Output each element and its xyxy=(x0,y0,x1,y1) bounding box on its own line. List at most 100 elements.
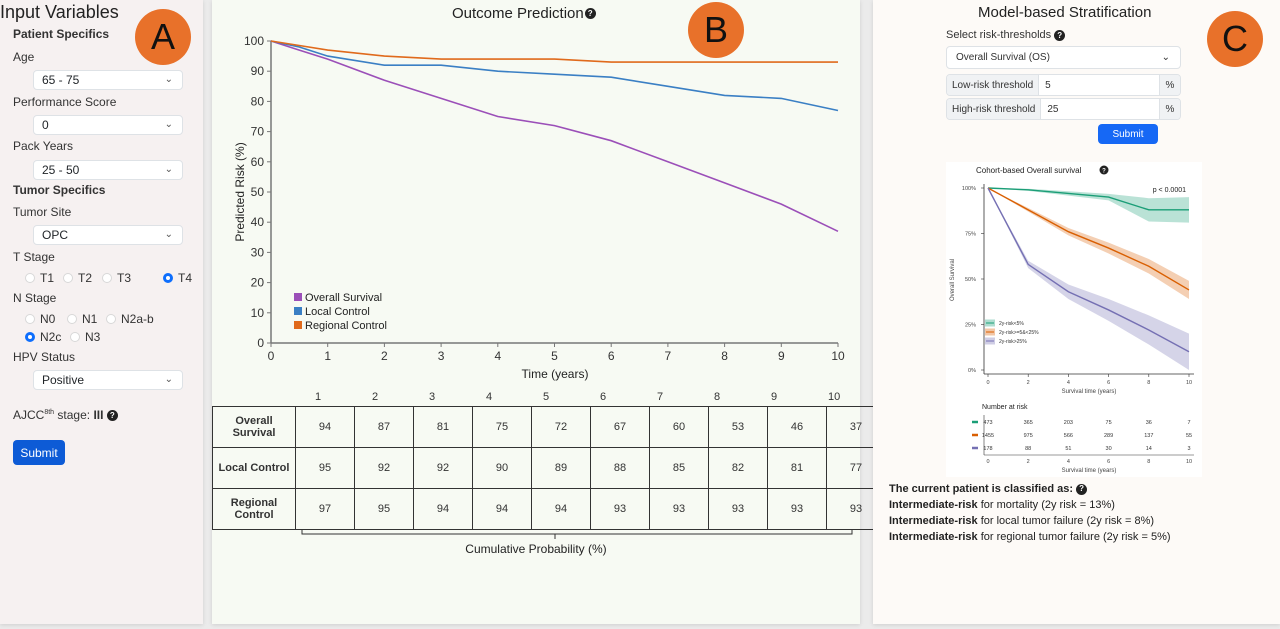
radio-n3[interactable]: N3 xyxy=(70,330,100,344)
radio-t1[interactable]: T1 xyxy=(25,271,54,285)
table-cell: 67 xyxy=(590,406,650,448)
help-icon[interactable]: ? xyxy=(1054,29,1066,41)
table-cell: 89 xyxy=(531,447,591,489)
radio-circle[interactable] xyxy=(25,332,35,342)
series-line-overall-survival xyxy=(270,40,839,233)
radio-circle[interactable] xyxy=(106,314,116,324)
km-curve xyxy=(987,187,1190,291)
km-plot-container: Cohort-based Overall survival? p < 0.0001… xyxy=(946,162,1202,477)
risk-count: 473 xyxy=(983,420,992,426)
risk-table-x-tick-label: 4 xyxy=(1067,459,1070,465)
age-select[interactable]: 65 - 75 ⌄ xyxy=(33,70,183,90)
panel-title: Input Variables xyxy=(0,2,119,22)
help-icon[interactable]: ? xyxy=(1099,165,1109,175)
pack-years-label: Pack Years xyxy=(13,139,74,153)
km-y-tick-label: 50% xyxy=(965,277,976,283)
risk-level: Intermediate-risk xyxy=(889,515,978,527)
risk-table-x-label: Survival time (years) xyxy=(1062,468,1117,474)
y-tick-label: 90 xyxy=(251,64,265,78)
series-line-local-control xyxy=(270,40,839,112)
n-stage-label: N Stage xyxy=(13,291,57,305)
y-tick-label: 40 xyxy=(251,215,265,229)
km-legend-label: 2y-risk<5% xyxy=(999,321,1024,327)
risk-level: Intermediate-risk xyxy=(889,531,978,543)
table-cell: 85 xyxy=(649,447,709,489)
tumor-site-label: Tumor Site xyxy=(13,205,72,219)
percent-suffix: % xyxy=(1159,99,1180,119)
ajcc-stage-value: III xyxy=(93,408,104,422)
risk-count: 75 xyxy=(1106,420,1112,426)
risk-table-x-tick-label: 0 xyxy=(986,459,989,465)
percent-suffix: % xyxy=(1159,75,1180,95)
radio-circle[interactable] xyxy=(63,273,73,283)
endpoint-select[interactable]: Overall Survival (OS) ⌄ xyxy=(946,46,1181,69)
radio-n2a-b[interactable]: N2a-b xyxy=(106,312,154,326)
hpv-status-select[interactable]: Positive ⌄ xyxy=(33,370,183,390)
table-cell: 95 xyxy=(295,447,355,489)
low-risk-input[interactable]: 5 xyxy=(1045,79,1051,91)
column-header: 7 xyxy=(657,391,664,403)
threshold-submit-button[interactable]: Submit xyxy=(1098,124,1158,144)
km-x-tick-label: 8 xyxy=(1147,380,1150,386)
high-risk-input[interactable]: 25 xyxy=(1047,103,1059,115)
table-cell: 75 xyxy=(472,406,532,448)
risk-count: 3 xyxy=(1187,446,1190,452)
radio-circle[interactable] xyxy=(25,273,35,283)
x-tick-label: 8 xyxy=(721,349,728,363)
pack-years-select[interactable]: 25 - 50 ⌄ xyxy=(33,160,183,180)
chevron-down-icon: ⌄ xyxy=(164,119,173,130)
x-tick-label: 7 xyxy=(665,349,672,363)
radio-n1[interactable]: N1 xyxy=(67,312,97,326)
radio-n0[interactable]: N0 xyxy=(25,312,55,326)
risk-count: 55 xyxy=(1186,433,1192,439)
tumor-site-select[interactable]: OPC ⌄ xyxy=(33,225,183,245)
radio-label: N1 xyxy=(82,312,98,326)
submit-button[interactable]: Submit xyxy=(13,440,65,465)
x-tick-label: 2 xyxy=(381,349,388,363)
column-header: 4 xyxy=(486,391,493,403)
hpv-status-value: Positive xyxy=(42,373,85,387)
legend-swatch xyxy=(294,321,302,329)
radio-n2c[interactable]: N2c xyxy=(25,330,61,344)
column-header: 8 xyxy=(714,391,721,403)
chevron-down-icon: ⌄ xyxy=(164,229,173,240)
chevron-down-icon: ⌄ xyxy=(1161,52,1170,63)
risk-level: Intermediate-risk xyxy=(889,499,978,511)
km-title: Cohort-based Overall survival xyxy=(976,166,1082,175)
column-header: 1 xyxy=(315,391,322,403)
row-header: Overall Survival xyxy=(212,406,296,448)
km-legend-label: 2y-risk>=5&<25% xyxy=(999,330,1039,336)
radio-t4[interactable]: T4 xyxy=(163,271,192,285)
performance-score-select[interactable]: 0 ⌄ xyxy=(33,115,183,135)
risk-description: for local tumor failure (2y risk = 8%) xyxy=(977,515,1155,527)
km-x-tick-label: 4 xyxy=(1067,380,1070,386)
radio-circle[interactable] xyxy=(67,314,77,324)
km-curve xyxy=(987,187,1190,353)
radio-circle[interactable] xyxy=(25,314,35,324)
help-icon[interactable]: ? xyxy=(1076,483,1088,495)
help-icon[interactable]: ? xyxy=(584,8,596,19)
x-tick-label: 3 xyxy=(438,349,445,363)
km-y-tick-label: 100% xyxy=(962,186,976,192)
risk-count: 566 xyxy=(1064,433,1073,439)
table-cell: 94 xyxy=(472,488,532,530)
radio-circle[interactable] xyxy=(70,332,80,342)
radio-t2[interactable]: T2 xyxy=(63,271,92,285)
high-risk-label: High-risk threshold xyxy=(947,99,1042,119)
y-axis-label: Predicted Risk (%) xyxy=(233,142,247,241)
section-tumor-specifics: Tumor Specifics xyxy=(13,183,106,197)
km-y-axis-label: Overall Survival xyxy=(950,259,956,301)
series-line-regional-control xyxy=(270,40,838,63)
legend-swatch xyxy=(294,293,302,301)
table-caption: Cumulative Probability (%) xyxy=(465,542,607,556)
risk-threshold-label: Select risk-thresholds ? xyxy=(946,29,1066,41)
radio-circle[interactable] xyxy=(163,273,173,283)
help-icon[interactable]: ? xyxy=(106,410,118,422)
risk-count: 7 xyxy=(1187,420,1190,426)
stratification-title: Model-based Stratification xyxy=(978,4,1152,21)
table-cell: 53 xyxy=(708,406,768,448)
km-confidence-band xyxy=(988,188,1189,223)
radio-t3[interactable]: T3 xyxy=(102,271,131,285)
svg-text:?: ? xyxy=(1102,169,1106,175)
radio-circle[interactable] xyxy=(102,273,112,283)
